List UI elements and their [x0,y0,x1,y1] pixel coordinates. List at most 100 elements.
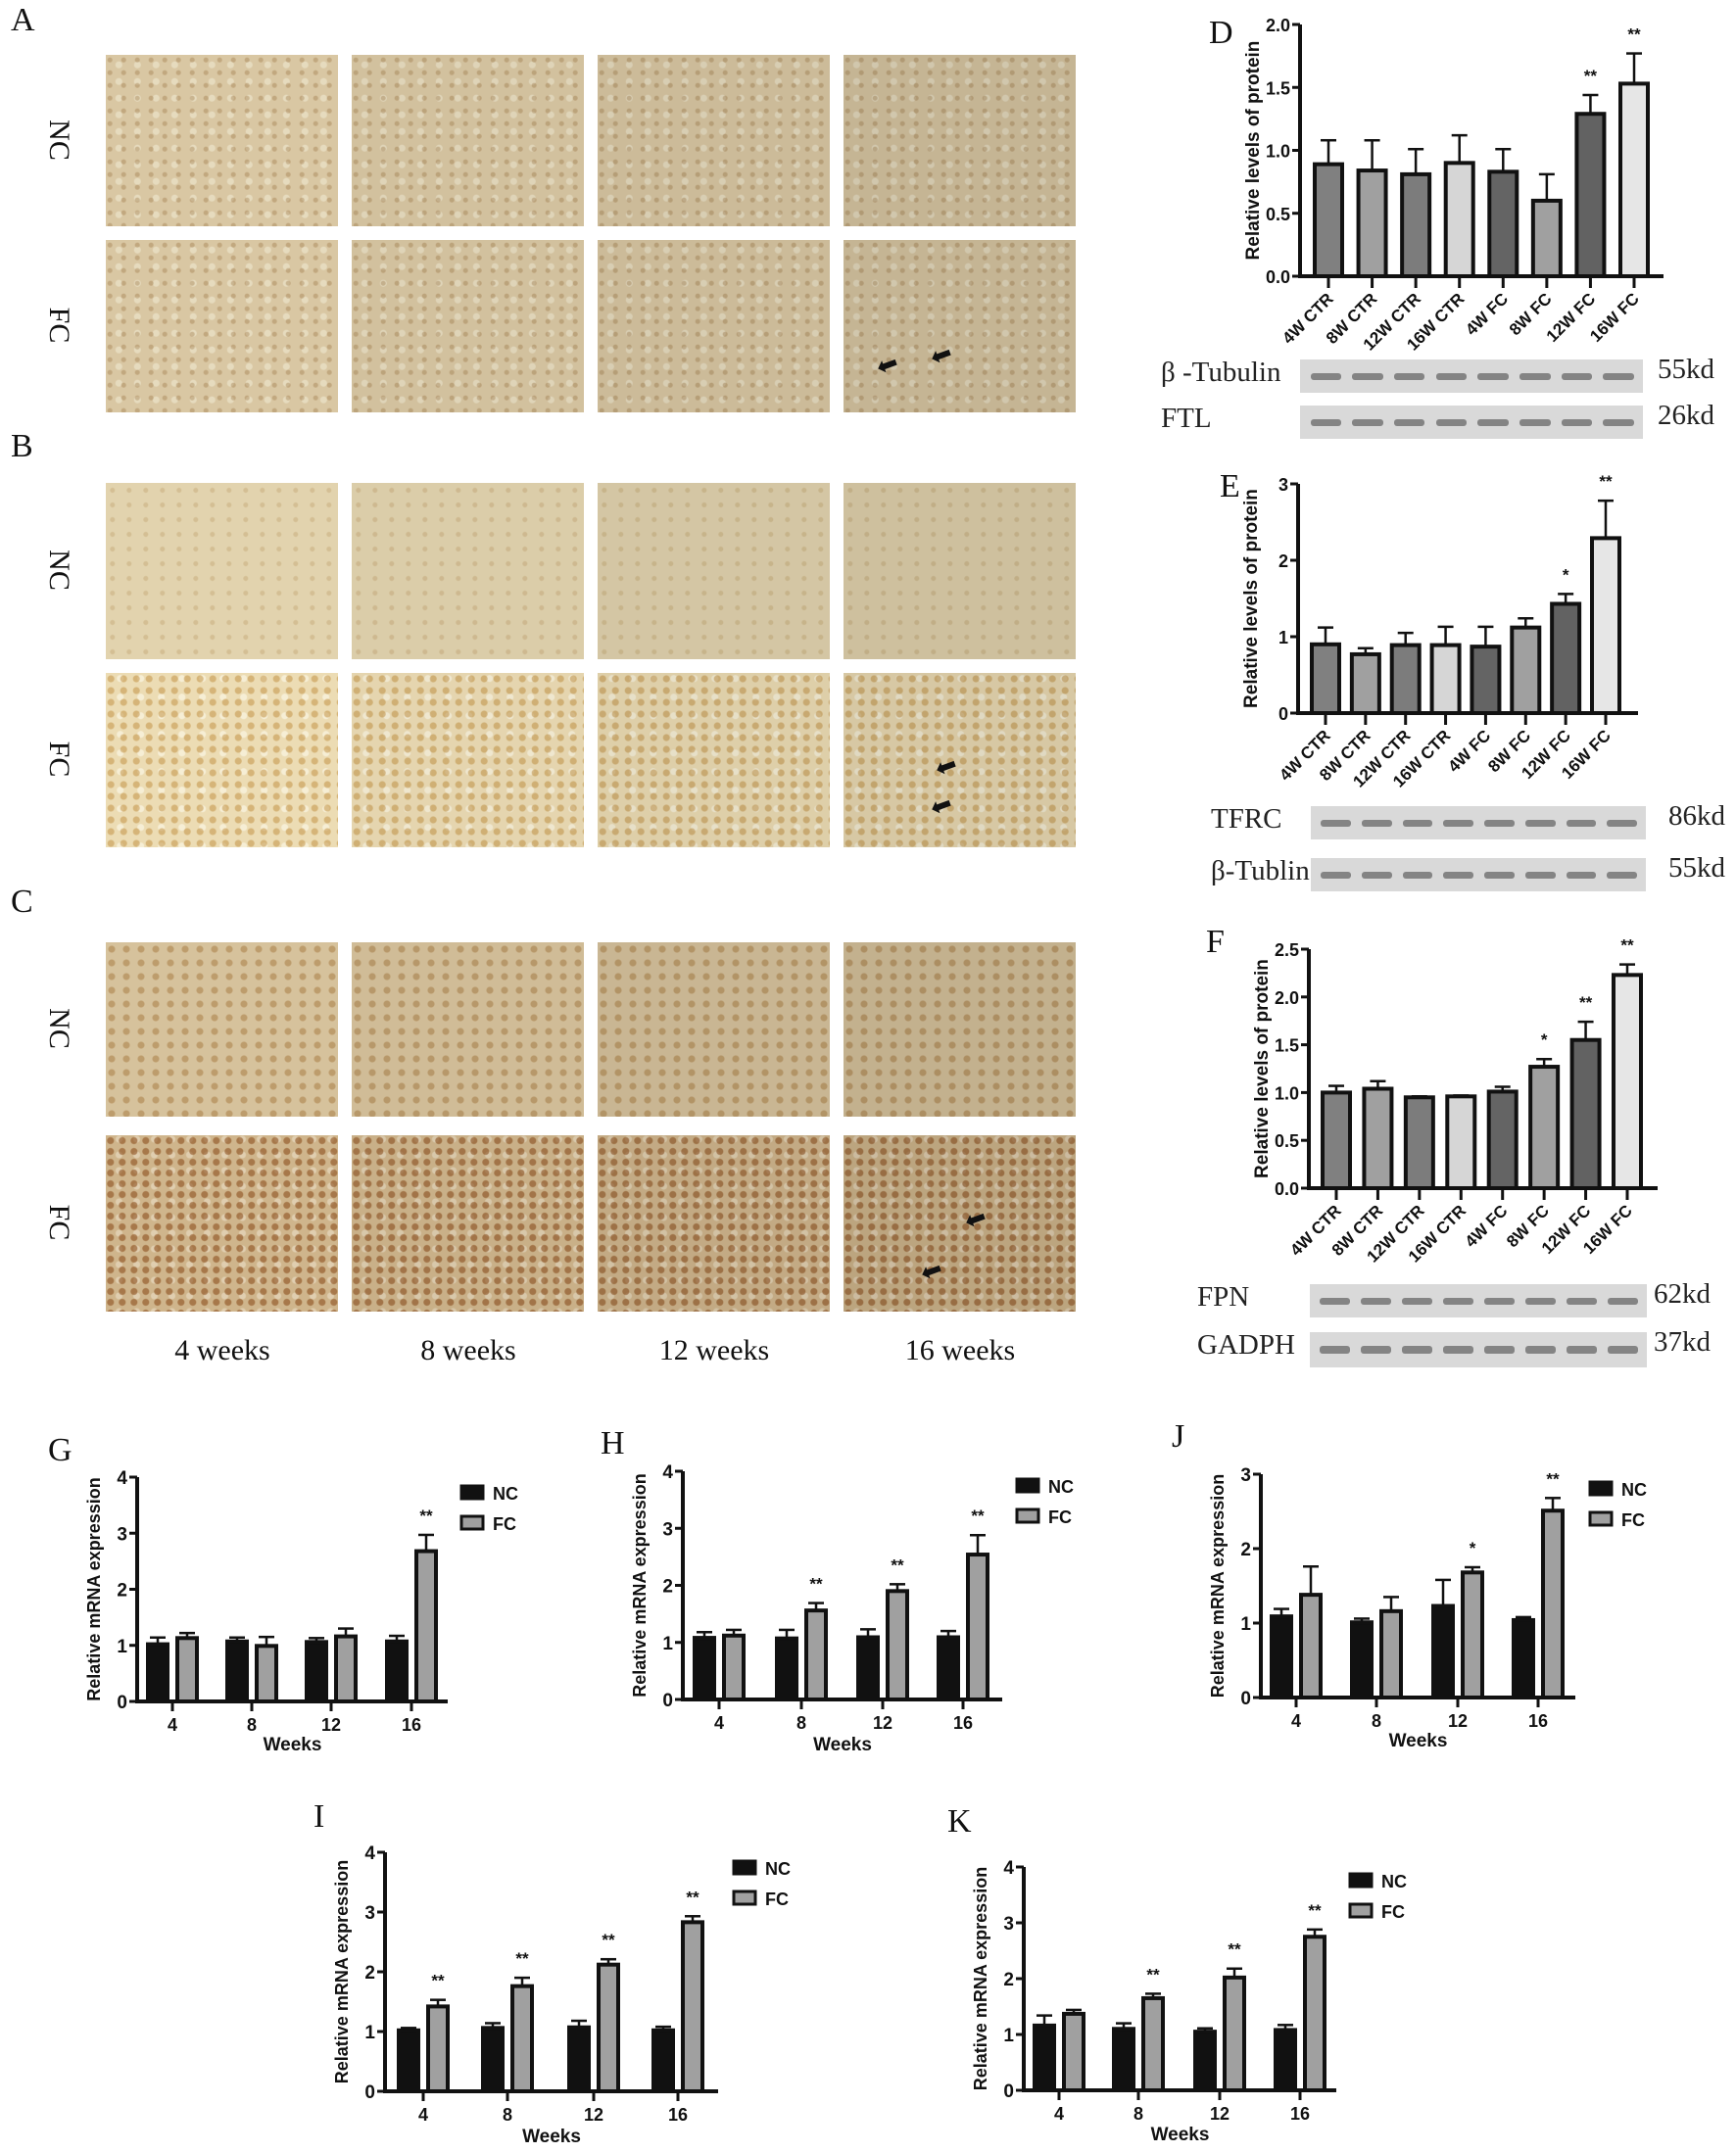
legend-swatch [1348,1872,1374,1889]
micrograph-image [598,1135,830,1312]
blot-band [1567,1297,1598,1306]
bar [693,1636,716,1701]
x-tick-label: 12 [873,1713,892,1733]
panel-label: K [947,1803,972,1840]
bar [681,1920,704,2093]
bar [856,1635,880,1701]
blot-band [1435,372,1468,381]
blot-band [1566,871,1597,880]
blot-strip [1300,406,1643,439]
bar [1550,601,1582,716]
blot-band [1477,418,1509,427]
bar [1350,1620,1374,1699]
y-tick-label: 1 [1003,2026,1014,2046]
x-tick-label: 16 [668,2105,688,2125]
bar [1530,198,1563,278]
significance-label: ** [1308,1901,1322,1920]
blot-band [1310,372,1341,381]
panel-label: H [601,1425,625,1461]
significance-label: ** [515,1949,529,1968]
y-tick-label: 1 [1240,1614,1251,1635]
micrograph-image [106,240,338,412]
bar [1193,2030,1217,2092]
micrograph-image [598,483,830,659]
significance-label: ** [1584,67,1598,85]
bar [1431,1603,1455,1700]
legend-label: FC [1381,1902,1405,1922]
y-axis-label: Relative mRNA expression [1208,1474,1228,1698]
micrograph-image [352,240,584,412]
bar [1403,1095,1435,1191]
micrograph-image [844,942,1076,1117]
significance-label: ** [1579,993,1593,1012]
legend-swatch [1588,1510,1614,1527]
y-axis-label: Relative mRNA expression [630,1473,650,1697]
x-tick-label: 4W FC [1462,289,1512,339]
blot-band [1402,871,1433,880]
blot-strip [1310,1332,1647,1367]
significance-label: ** [891,1555,904,1574]
significance-label: * [1541,1030,1548,1049]
y-tick-label: 4 [662,1462,673,1483]
y-tick-label: 4 [1003,1858,1014,1879]
legend-swatch [732,1859,757,1876]
legend-swatch [459,1484,485,1501]
y-tick-label: 0 [1278,704,1288,724]
y-tick-label: 1 [1278,628,1288,647]
bar [1321,1090,1352,1191]
x-axis-label: Weeks [1151,2125,1210,2145]
x-axis-label: Weeks [264,1735,322,1755]
blot-band [1320,1346,1351,1355]
blot-strip [1311,806,1646,839]
micrograph-image [106,1135,338,1312]
bar [1461,1570,1484,1699]
y-tick-label: 2 [1003,1970,1014,1990]
bar [1379,1608,1403,1699]
significance-label: ** [602,1931,615,1949]
column-label: 4 weeks [174,1334,270,1366]
bar [1590,536,1621,715]
x-tick-label: 16 [402,1715,421,1735]
bar [1356,168,1388,278]
x-axis-label: Weeks [522,2127,581,2147]
bar [597,1962,620,2094]
blot-band [1435,418,1468,427]
micrograph-image [598,240,830,412]
blot-label: β -Tubulin [1161,357,1281,388]
x-tick-label: 16W FC [1586,289,1643,346]
micrograph-image [106,55,338,226]
bar [1443,161,1475,279]
significance-label: * [1470,1539,1476,1557]
y-axis-label: Relative mRNA expression [971,1867,990,2090]
blot-band [1477,372,1509,381]
bar [1512,1617,1535,1699]
micrograph-image [844,1135,1076,1312]
bar [937,1635,960,1701]
significance-label: ** [431,1972,445,1990]
blot-band [1484,1346,1516,1355]
bar [651,2028,675,2094]
x-tick-label: 12 [321,1715,341,1735]
legend-label: NC [1048,1477,1074,1497]
bar [1313,162,1344,278]
legend-label: NC [493,1484,518,1504]
legend-swatch [1588,1480,1614,1497]
y-tick-label: 3 [1278,475,1288,495]
molecular-weight-label: 26kd [1658,400,1714,431]
legend-label: NC [765,1859,791,1879]
y-tick-label: 2.0 [1275,988,1299,1008]
blot-label: TFRC [1211,803,1282,835]
micrograph-image [352,55,584,226]
y-tick-label: 3 [1003,1914,1014,1935]
blot-band [1608,1297,1639,1306]
bar [1362,1086,1394,1190]
bar [225,1639,249,1704]
bar [397,2028,420,2094]
molecular-weight-label: 37kd [1654,1326,1711,1358]
bar [1310,642,1341,715]
